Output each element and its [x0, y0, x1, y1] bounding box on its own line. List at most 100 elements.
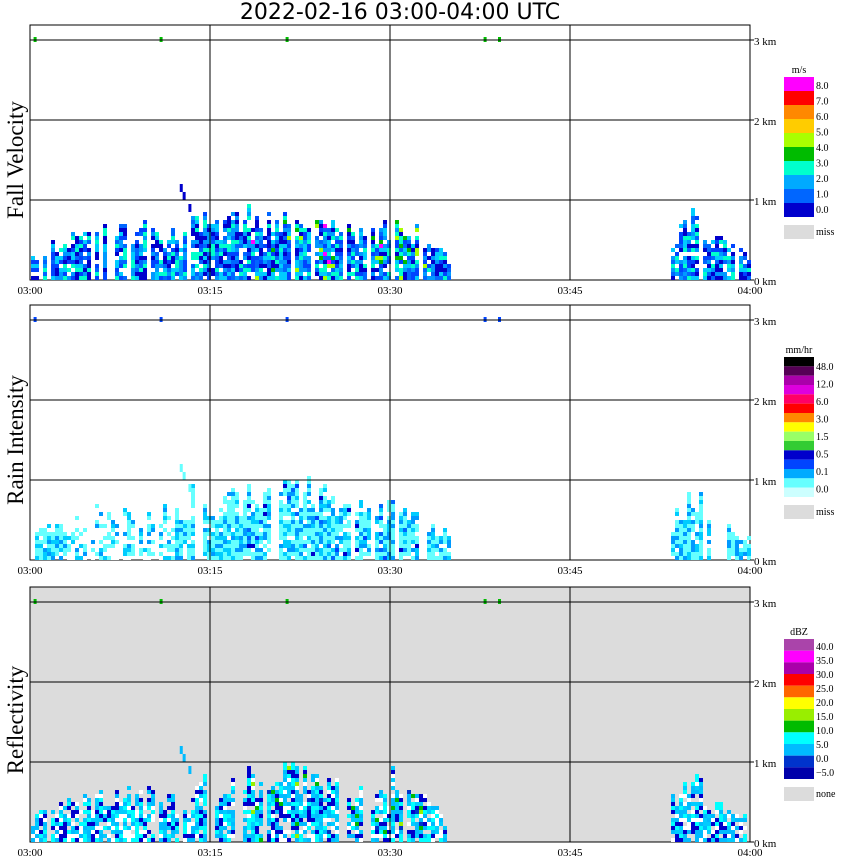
echo-cell — [731, 276, 735, 280]
echo-cell — [423, 272, 427, 276]
echo-cell — [679, 264, 683, 268]
echo-cell — [315, 838, 319, 842]
echo-cell — [287, 544, 291, 548]
echo-cell — [395, 268, 399, 272]
echo-cell — [395, 248, 399, 252]
echo-cell — [247, 802, 251, 806]
echo-cell — [243, 524, 247, 528]
echo-cell — [291, 778, 295, 782]
echo-cell — [331, 236, 335, 240]
echo-cell — [251, 264, 255, 268]
echo-cell — [687, 244, 691, 248]
colorbar-swatch — [784, 697, 814, 709]
echo-cell — [359, 794, 363, 798]
echo-cell — [287, 272, 291, 276]
echo-cell — [87, 806, 91, 810]
echo-cell — [299, 528, 303, 532]
echo-cell — [79, 276, 83, 280]
echo-cell — [299, 516, 303, 520]
echo-cell — [231, 488, 235, 492]
echo-cell — [171, 260, 175, 264]
echo-cell — [43, 536, 47, 540]
echo-cell — [335, 818, 339, 822]
echo-cell — [731, 838, 735, 842]
colorbar-label: 2.0 — [816, 174, 829, 185]
echo-cell — [203, 212, 207, 216]
echo-cell — [183, 814, 187, 818]
echo-cell — [239, 236, 243, 240]
echo-cell — [335, 786, 339, 790]
echo-cell — [687, 508, 691, 512]
echo-cell — [315, 822, 319, 826]
echo-cell — [191, 272, 195, 276]
echo-cell — [87, 240, 91, 244]
echo-cell — [51, 272, 55, 276]
echo-cell — [399, 826, 403, 830]
echo-cell — [99, 520, 103, 524]
echo-cell — [399, 260, 403, 264]
echo-cell — [435, 248, 439, 252]
echo-cell — [407, 810, 411, 814]
echo-cell — [707, 552, 711, 556]
echo-cell — [91, 814, 95, 818]
echo-cell — [315, 782, 319, 786]
echo-cell — [395, 224, 399, 228]
echo-cell — [223, 272, 227, 276]
echo-cell — [255, 240, 259, 244]
echo-cell — [439, 260, 443, 264]
echo-cell — [679, 556, 683, 560]
echo-cell — [143, 240, 147, 244]
echo-cell — [335, 838, 339, 842]
echo-cell — [307, 236, 311, 240]
echo-cell — [431, 248, 435, 252]
echo-cell — [679, 524, 683, 528]
echo-cell — [415, 806, 419, 810]
echo-cell — [283, 790, 287, 794]
echo-cell — [199, 818, 203, 822]
echo-cell — [299, 802, 303, 806]
echo-cell — [51, 264, 55, 268]
echo-cell — [387, 276, 391, 280]
echo-cell — [191, 232, 195, 236]
echo-cell — [135, 818, 139, 822]
echo-cell — [679, 244, 683, 248]
echo-cell — [247, 818, 251, 822]
echo-cell — [719, 236, 723, 240]
chart-title: 2022-02-16 03:00-04:00 UTC — [239, 0, 561, 25]
echo-cell — [135, 272, 139, 276]
echo-cell — [687, 556, 691, 560]
echo-cell — [335, 240, 339, 244]
echo-cell — [327, 822, 331, 826]
echo-cell — [391, 798, 395, 802]
echo-cell — [163, 248, 167, 252]
echo-cell — [259, 536, 263, 540]
echo-cell — [179, 524, 183, 528]
echo-cell — [323, 244, 327, 248]
echo-cell — [71, 272, 75, 276]
echo-cell — [391, 536, 395, 540]
echo-cell — [339, 508, 343, 512]
echo-cell — [143, 520, 147, 524]
echo-cell — [303, 782, 307, 786]
echo-cell — [31, 268, 35, 272]
echo-cell — [347, 252, 351, 256]
echo-cell — [171, 252, 175, 256]
echo-cell — [251, 798, 255, 802]
echo-cell — [675, 536, 679, 540]
echo-cell — [139, 252, 143, 256]
echo-cell — [55, 818, 59, 822]
echo-cell — [347, 244, 351, 248]
echo-cell — [235, 532, 239, 536]
echo-cell — [259, 782, 263, 786]
echo-cell — [347, 798, 351, 802]
echo-cell — [59, 260, 63, 264]
echo-cell — [295, 802, 299, 806]
colorbar-label: 0.0 — [816, 754, 829, 765]
echo-cell — [359, 834, 363, 838]
echo-cell — [687, 524, 691, 528]
echo-cell — [39, 528, 43, 532]
echo-cell — [167, 826, 171, 830]
echo-cell — [283, 814, 287, 818]
echo-cell — [79, 830, 83, 834]
echo-cell — [691, 248, 695, 252]
